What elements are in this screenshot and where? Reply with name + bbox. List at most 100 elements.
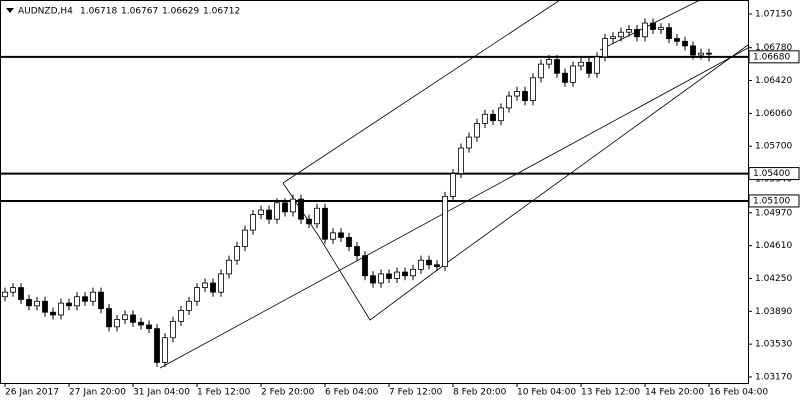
candle-body: [258, 209, 264, 216]
level-label-box: [748, 167, 800, 181]
candle-body: [274, 202, 280, 220]
candle-body: [666, 27, 672, 39]
x-tick-label: 1 Feb 12:00: [197, 388, 251, 398]
candle-body: [394, 271, 400, 279]
candle-body: [610, 36, 616, 39]
candle-body: [18, 287, 24, 300]
x-tick-label: 10 Feb 04:00: [517, 388, 576, 398]
candle-body: [682, 40, 688, 47]
level-label: 1.05400: [753, 169, 790, 179]
candle-body: [474, 123, 480, 138]
candle-body: [186, 300, 192, 311]
candle-body: [506, 95, 512, 109]
candle-body: [178, 309, 184, 322]
candle-body: [130, 314, 136, 323]
candle-body: [674, 38, 680, 42]
candle-body: [634, 29, 640, 38]
candle-body: [370, 275, 376, 284]
candle-body: [322, 207, 328, 240]
y-tick-label: 1.03890: [755, 307, 792, 317]
candle-body: [242, 229, 248, 247]
candle-body: [402, 271, 408, 277]
channel-upper-left: [282, 0, 561, 184]
candle-body: [26, 299, 32, 307]
candle-body: [314, 207, 320, 225]
candle-body: [154, 328, 160, 363]
y-tick-label: 1.06420: [755, 76, 792, 86]
candle-body: [546, 59, 552, 65]
candle-body: [442, 195, 448, 268]
candle-body: [330, 232, 336, 240]
candle-body: [466, 136, 472, 149]
candle-body: [578, 61, 584, 67]
candle-body: [210, 282, 216, 293]
candle-body: [50, 311, 56, 316]
candle-body: [538, 63, 544, 79]
candle-body: [10, 287, 16, 293]
candle-body: [42, 300, 48, 313]
candle-body: [266, 209, 272, 220]
candle-body: [602, 38, 608, 58]
header-value: 1.06629: [162, 7, 199, 17]
candle-body: [554, 59, 560, 74]
candle-body: [290, 198, 296, 213]
x-tick-label: 26 Jan 2017: [5, 388, 59, 398]
candle-body: [706, 52, 712, 55]
y-tick-label: 1.03170: [755, 372, 792, 382]
candle-body: [346, 237, 352, 247]
candle-body: [250, 214, 256, 231]
candle-body: [234, 246, 240, 261]
y-tick-label: 1.04610: [755, 241, 792, 251]
candle-body: [562, 72, 568, 83]
candle-body: [162, 337, 168, 363]
y-tick-label: 1.05700: [755, 142, 792, 152]
candle-body: [498, 107, 504, 122]
y-tick-label: 1.04970: [755, 208, 792, 218]
candle-body: [362, 255, 368, 277]
y-tick-label: 1.06780: [755, 43, 792, 53]
candle-body: [138, 321, 144, 326]
candle-body: [418, 259, 424, 270]
candle-body: [386, 273, 392, 279]
candle-body: [98, 291, 104, 309]
header-value: 1.06718: [80, 7, 117, 17]
candle-body: [450, 173, 456, 197]
candle-body: [226, 259, 232, 275]
candle-body: [698, 52, 704, 56]
candle-body: [74, 296, 80, 307]
x-tick-label: 31 Jan 04:00: [133, 388, 190, 398]
y-tick-label: 1.03530: [755, 340, 792, 350]
candle-body: [618, 31, 624, 38]
x-tick-label: 27 Jan 20:00: [69, 388, 126, 398]
x-tick-label: 8 Feb 20:00: [453, 388, 507, 398]
drawing-lines: [159, 0, 749, 369]
channel-lower: [159, 47, 749, 369]
candle-body: [570, 65, 576, 83]
menu-icon: [6, 8, 14, 13]
candle-body: [90, 291, 96, 302]
candle-body: [530, 77, 536, 102]
candle-body: [106, 308, 112, 328]
candle-body: [218, 273, 224, 293]
x-tick-label: 14 Feb 20:00: [645, 388, 704, 398]
level-label-box: [748, 50, 800, 64]
x-tick-label: 13 Feb 12:00: [581, 388, 640, 398]
candle-body: [410, 268, 416, 277]
candle-body: [338, 232, 344, 238]
level-label-box: [748, 194, 800, 208]
channel-mid: [447, 44, 749, 263]
candle-body: [282, 202, 288, 213]
candle-body: [490, 113, 496, 122]
candle-body: [522, 91, 528, 102]
candle-body: [114, 319, 120, 328]
candle-body: [650, 22, 656, 30]
y-tick-label: 1.06060: [755, 109, 792, 119]
candle-body: [146, 324, 152, 330]
candle-body: [642, 22, 648, 38]
level-label: 1.05100: [753, 196, 790, 206]
header-value: 1.06767: [121, 7, 158, 17]
candle-body: [434, 264, 440, 268]
candle-body: [626, 29, 632, 33]
candle-body: [34, 300, 40, 307]
candle-body: [2, 291, 8, 298]
